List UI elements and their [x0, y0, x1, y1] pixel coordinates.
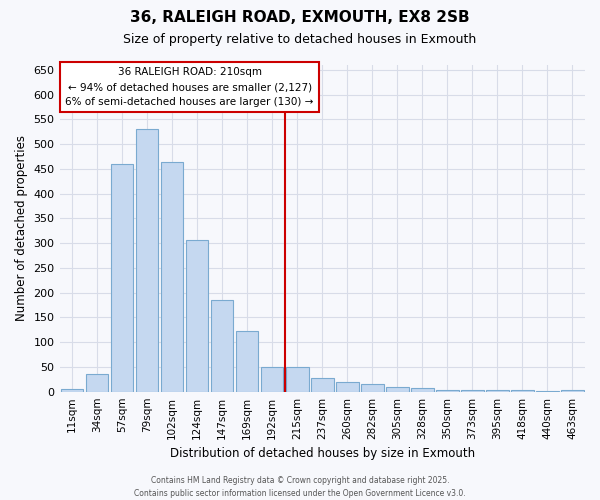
- Bar: [211, 300, 233, 392]
- Bar: [361, 384, 383, 392]
- Bar: [386, 386, 409, 392]
- Bar: [436, 390, 458, 392]
- Bar: [461, 390, 484, 392]
- Text: 36 RALEIGH ROAD: 210sqm
← 94% of detached houses are smaller (2,127)
6% of semi-: 36 RALEIGH ROAD: 210sqm ← 94% of detache…: [65, 68, 314, 107]
- Bar: [261, 367, 283, 392]
- Bar: [186, 240, 208, 392]
- Bar: [136, 130, 158, 392]
- Bar: [511, 390, 534, 392]
- Bar: [561, 390, 584, 392]
- Bar: [336, 382, 359, 392]
- Bar: [86, 374, 109, 392]
- Bar: [486, 390, 509, 392]
- Text: Contains HM Land Registry data © Crown copyright and database right 2025.
Contai: Contains HM Land Registry data © Crown c…: [134, 476, 466, 498]
- Bar: [161, 162, 184, 392]
- Bar: [411, 388, 434, 392]
- Y-axis label: Number of detached properties: Number of detached properties: [15, 136, 28, 322]
- Bar: [286, 367, 308, 392]
- Text: Size of property relative to detached houses in Exmouth: Size of property relative to detached ho…: [124, 32, 476, 46]
- Text: 36, RALEIGH ROAD, EXMOUTH, EX8 2SB: 36, RALEIGH ROAD, EXMOUTH, EX8 2SB: [130, 10, 470, 25]
- Bar: [111, 164, 133, 392]
- X-axis label: Distribution of detached houses by size in Exmouth: Distribution of detached houses by size …: [170, 447, 475, 460]
- Bar: [61, 389, 83, 392]
- Bar: [311, 378, 334, 392]
- Bar: [236, 332, 259, 392]
